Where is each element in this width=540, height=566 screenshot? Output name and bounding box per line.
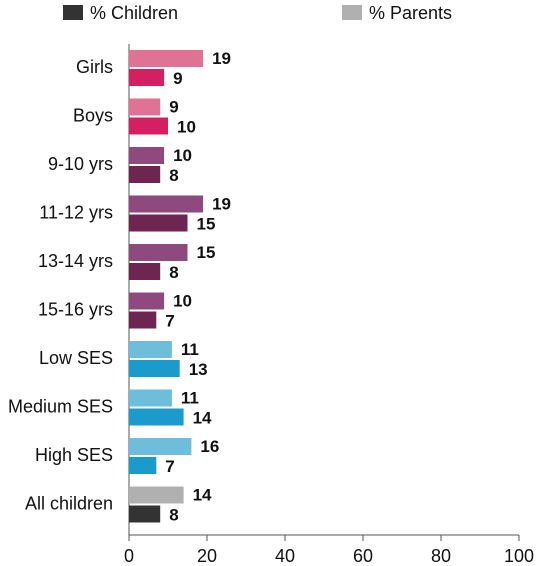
value-label-children: 7 — [165, 457, 174, 476]
category-label: Girls — [76, 57, 113, 77]
bar-children — [129, 117, 168, 135]
category-label: Boys — [73, 106, 113, 126]
x-tick-label: 80 — [431, 546, 451, 566]
category-label: 15-16 yrs — [38, 300, 113, 320]
bar-parents — [129, 50, 204, 67]
value-label-children: 15 — [197, 215, 216, 234]
bar-parents — [129, 389, 172, 407]
category-label: Medium SES — [8, 397, 113, 417]
bar-children — [129, 360, 180, 377]
legend-label-children: % Children — [90, 3, 178, 23]
value-label-parents: 11 — [181, 389, 199, 408]
bar-parents — [129, 438, 192, 455]
bar-parents — [129, 341, 172, 358]
x-tick-label: 0 — [124, 546, 134, 566]
value-label-children: 7 — [165, 312, 174, 331]
value-label-parents: 14 — [193, 486, 212, 505]
bar-children — [129, 311, 157, 329]
bar-children — [129, 69, 165, 86]
x-tick-label: 20 — [197, 546, 217, 566]
bar-parents — [129, 244, 188, 261]
value-label-parents: 11 — [181, 340, 199, 359]
category-label: 13-14 yrs — [38, 251, 113, 271]
bar-children — [129, 408, 184, 426]
legend-swatch-children — [63, 5, 83, 20]
bar-parents — [129, 486, 184, 504]
value-label-children: 8 — [169, 263, 178, 282]
value-label-children: 13 — [189, 360, 208, 379]
value-label-parents: 10 — [173, 292, 192, 311]
category-label: Low SES — [39, 348, 113, 368]
x-tick-label: 60 — [353, 546, 373, 566]
bar-children — [129, 263, 161, 280]
bar-children — [129, 457, 157, 474]
x-tick-label: 40 — [275, 546, 295, 566]
legend-label-parents: % Parents — [369, 3, 452, 23]
legend: % Children % Parents — [63, 3, 452, 23]
value-label-parents: 16 — [200, 437, 219, 456]
category-label: All children — [25, 494, 113, 514]
bar-parents — [129, 147, 165, 164]
bar-parents — [129, 98, 161, 116]
value-label-parents: 9 — [169, 98, 178, 117]
value-label-parents: 19 — [212, 49, 231, 68]
value-label-parents: 10 — [173, 146, 192, 165]
bar-children — [129, 505, 161, 523]
bar-children — [129, 166, 161, 183]
value-label-parents: 15 — [197, 243, 216, 262]
value-label-children: 14 — [193, 409, 212, 428]
value-label-parents: 19 — [212, 195, 231, 214]
category-label: 9-10 yrs — [48, 154, 113, 174]
legend-swatch-parents — [342, 5, 362, 20]
x-tick-label: 100 — [504, 546, 534, 566]
bar-children — [129, 214, 188, 232]
value-label-children: 8 — [169, 506, 178, 525]
bar-parents — [129, 195, 204, 213]
value-label-children: 9 — [173, 69, 182, 88]
category-label: 11-12 yrs — [39, 203, 113, 223]
category-label: High SES — [35, 445, 113, 465]
value-label-children: 10 — [177, 118, 196, 137]
bar-parents — [129, 292, 165, 310]
value-label-children: 8 — [169, 166, 178, 185]
